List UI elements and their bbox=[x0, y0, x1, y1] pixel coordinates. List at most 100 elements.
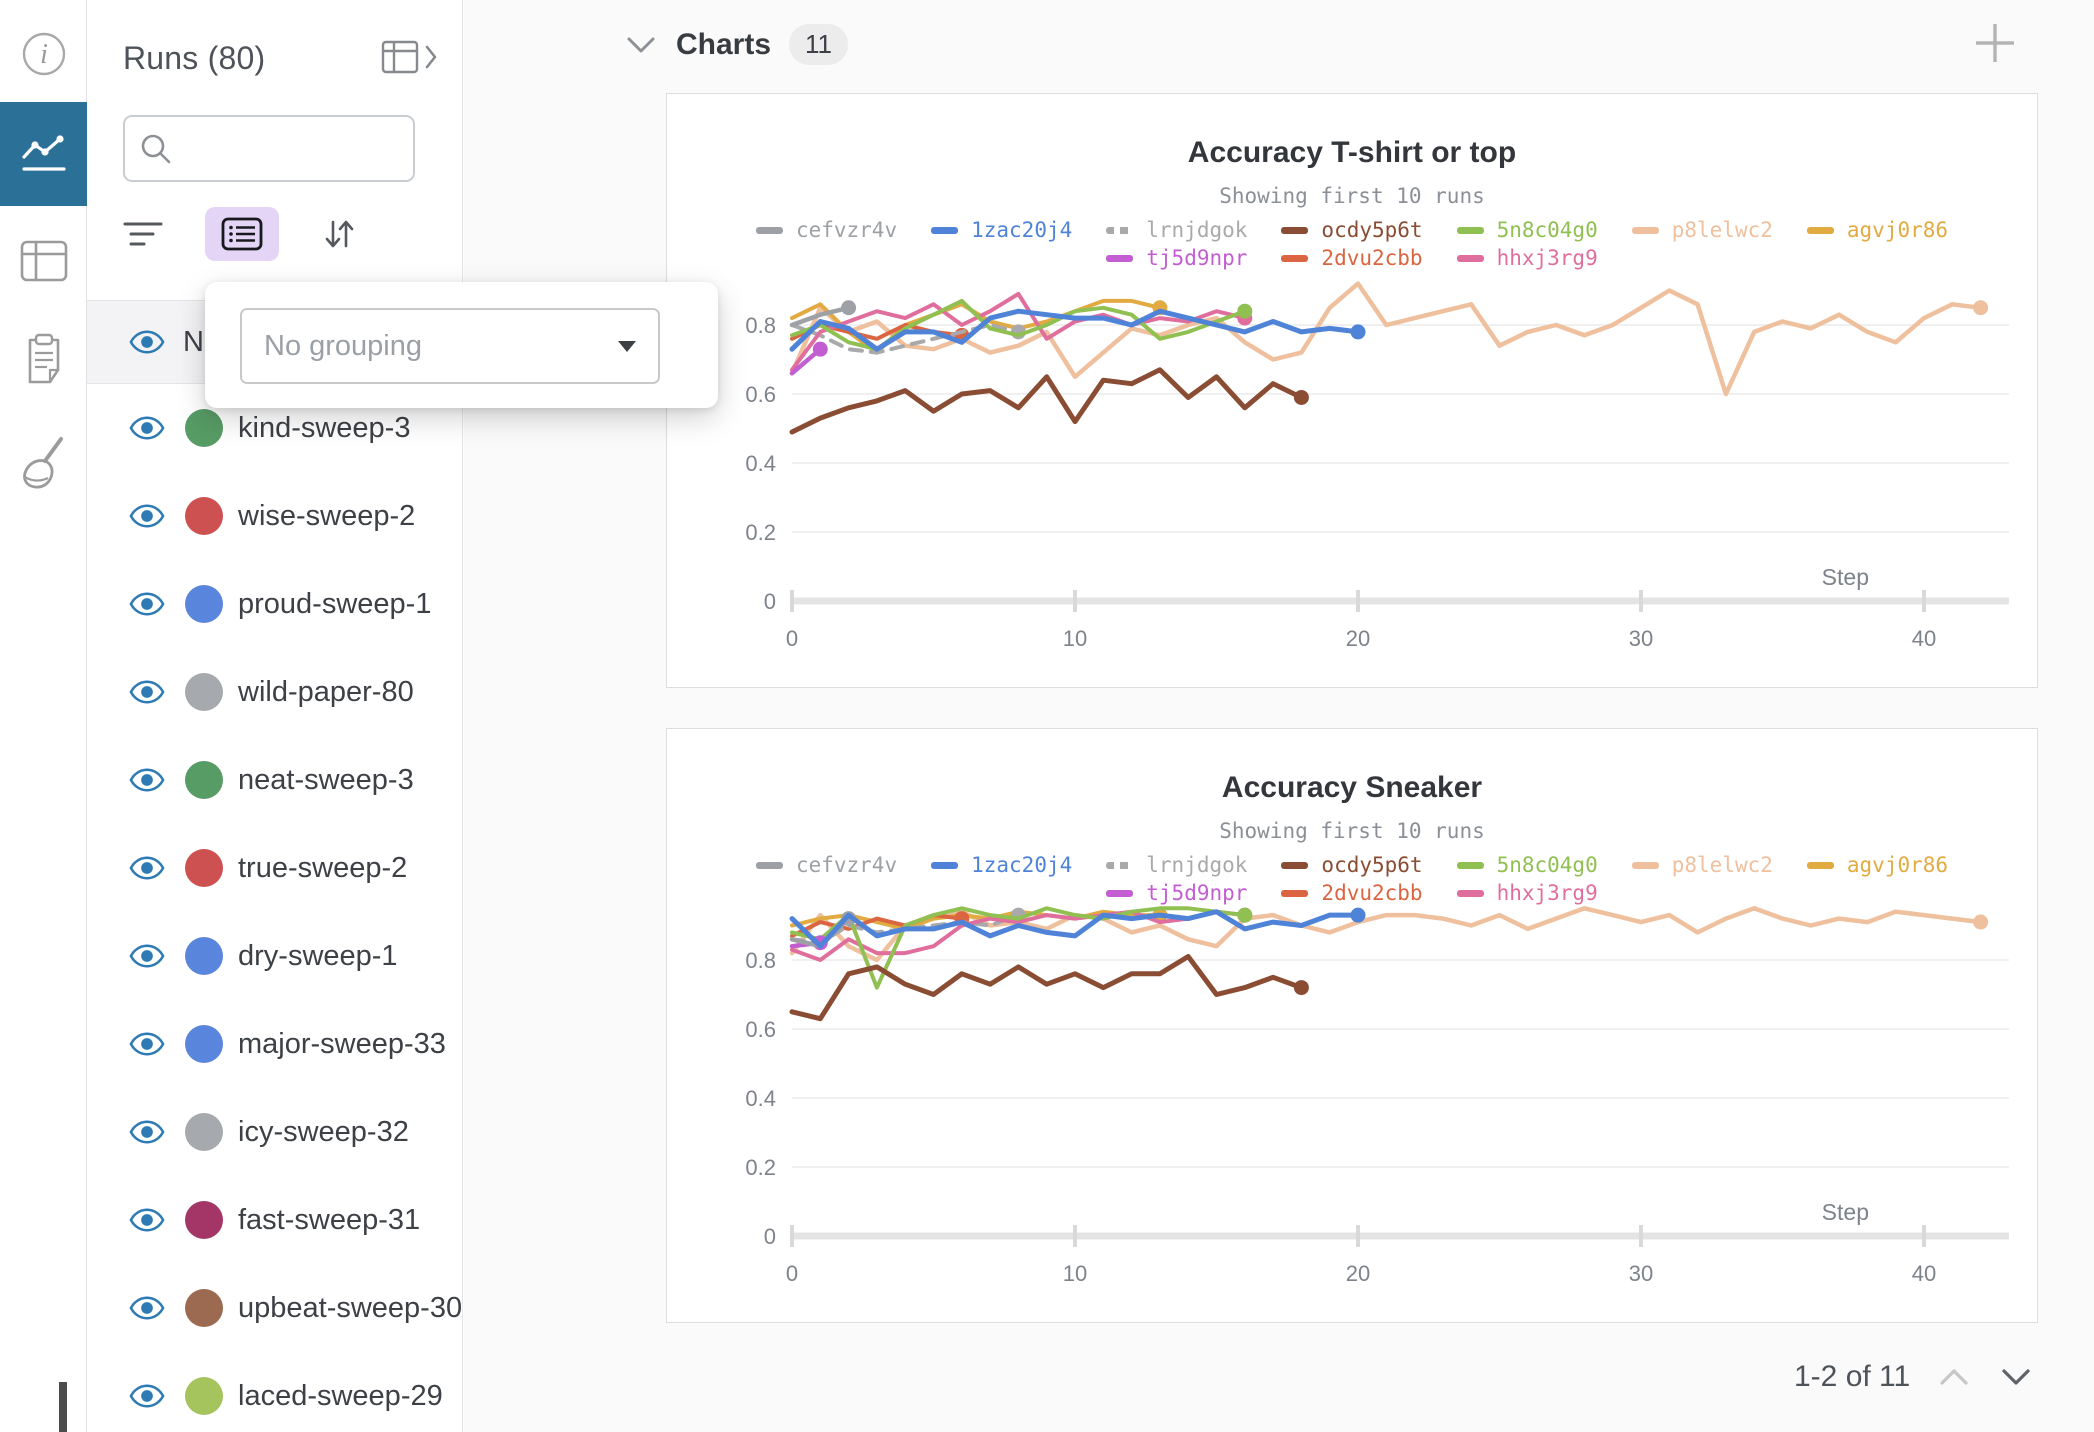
legend-item[interactable]: agvj0r86 bbox=[1806, 853, 1949, 877]
run-row[interactable]: wild-paper-80 bbox=[87, 648, 462, 736]
grouping-dropdown[interactable]: No grouping bbox=[240, 308, 660, 384]
info-icon[interactable]: i bbox=[0, 24, 87, 84]
svg-text:0.8: 0.8 bbox=[745, 948, 776, 973]
svg-text:30: 30 bbox=[1629, 1261, 1653, 1286]
legend-run-id: agvj0r86 bbox=[1846, 853, 1949, 877]
legend-item[interactable]: ocdy5p6t bbox=[1281, 853, 1423, 877]
add-panel-button[interactable] bbox=[1972, 20, 2018, 66]
chart-plot-area[interactable]: 0 0.2 0.4 0.6 0.8 0 10 20 30 40 Step bbox=[727, 269, 2027, 669]
run-row[interactable]: major-sweep-33 bbox=[87, 1000, 462, 1088]
run-name: true-sweep-2 bbox=[238, 851, 408, 884]
left-nav-rail: i bbox=[0, 0, 87, 1432]
legend-run-id: 2dvu2cbb bbox=[1321, 881, 1423, 905]
legend-item[interactable]: cefvzr4v bbox=[755, 853, 897, 877]
legend-item[interactable]: 5n8c04g0 bbox=[1456, 853, 1598, 877]
svg-text:40: 40 bbox=[1912, 626, 1936, 651]
run-color-dot bbox=[185, 937, 223, 975]
legend-empty-cell bbox=[1632, 881, 1773, 905]
sidebar-item-sweeps[interactable] bbox=[0, 428, 87, 498]
visibility-eye-icon[interactable] bbox=[128, 1294, 166, 1322]
svg-text:40: 40 bbox=[1912, 1261, 1936, 1286]
run-list-settings-button[interactable] bbox=[205, 207, 279, 261]
plus-icon bbox=[1976, 24, 2014, 62]
runs-table-icon bbox=[381, 40, 419, 74]
legend-swatch bbox=[1631, 861, 1659, 869]
sort-button[interactable] bbox=[321, 216, 357, 252]
svg-text:0.2: 0.2 bbox=[745, 1155, 776, 1180]
sidebar-item-notes[interactable] bbox=[0, 328, 87, 390]
legend-item[interactable]: ocdy5p6t bbox=[1281, 218, 1423, 242]
legend-run-id: tj5d9npr bbox=[1146, 246, 1248, 270]
legend-item[interactable]: lrnjdgok bbox=[1106, 853, 1247, 877]
run-row[interactable]: kind-sweep-3 bbox=[87, 384, 462, 472]
legend-run-id: 1zac20j4 bbox=[971, 218, 1073, 242]
sidebar-item-charts[interactable] bbox=[0, 102, 87, 206]
run-row[interactable]: neat-sweep-3 bbox=[87, 736, 462, 824]
visibility-eye-icon[interactable] bbox=[128, 766, 166, 794]
legend-item[interactable]: cefvzr4v bbox=[755, 218, 897, 242]
svg-text:0.6: 0.6 bbox=[745, 382, 776, 407]
visibility-eye-icon[interactable] bbox=[128, 590, 166, 618]
collapse-charts-chevron-icon[interactable] bbox=[624, 34, 658, 56]
legend-item[interactable]: 5n8c04g0 bbox=[1456, 218, 1598, 242]
visibility-eye-icon[interactable] bbox=[128, 1030, 166, 1058]
runs-toolbar bbox=[123, 205, 357, 263]
legend-swatch bbox=[1456, 254, 1484, 262]
svg-text:20: 20 bbox=[1346, 1261, 1370, 1286]
open-runs-table-button[interactable] bbox=[381, 40, 439, 74]
svg-text:i: i bbox=[40, 39, 48, 70]
legend-empty-cell bbox=[756, 246, 897, 270]
legend-item[interactable]: p8lelwc2 bbox=[1631, 218, 1773, 242]
run-name: upbeat-sweep-30 bbox=[238, 1291, 463, 1324]
run-row[interactable]: dry-sweep-1 bbox=[87, 912, 462, 1000]
visibility-eye-icon[interactable] bbox=[128, 1206, 166, 1234]
visibility-eye-icon[interactable] bbox=[128, 854, 166, 882]
runs-search-box bbox=[123, 115, 415, 182]
legend-item[interactable]: 1zac20j4 bbox=[931, 218, 1072, 242]
legend-item[interactable]: 2dvu2cbb bbox=[1281, 881, 1423, 905]
runs-list: Name kind-sweep-3wise-sweep-2proud-sweep… bbox=[87, 300, 462, 1432]
legend-item[interactable]: tj5d9npr bbox=[1106, 246, 1247, 270]
legend-item[interactable]: 2dvu2cbb bbox=[1281, 246, 1423, 270]
run-row[interactable]: fast-sweep-31 bbox=[87, 1176, 462, 1264]
legend-item[interactable]: hhxj3rg9 bbox=[1456, 246, 1598, 270]
visibility-eye-icon[interactable] bbox=[128, 678, 166, 706]
visibility-eye-icon[interactable] bbox=[128, 1382, 166, 1410]
visibility-eye-icon[interactable] bbox=[128, 414, 166, 442]
sort-icon bbox=[325, 220, 354, 248]
pagination-prev-chevron-up-icon[interactable] bbox=[1936, 1365, 1972, 1389]
visibility-eye-icon[interactable] bbox=[128, 1118, 166, 1146]
sidebar-item-tables[interactable] bbox=[0, 232, 87, 290]
run-row[interactable]: laced-sweep-29 bbox=[87, 1352, 462, 1432]
legend-item[interactable]: 1zac20j4 bbox=[931, 853, 1072, 877]
toggle-all-visibility-eye-icon[interactable] bbox=[128, 328, 166, 356]
run-row[interactable]: wise-sweep-2 bbox=[87, 472, 462, 560]
legend-item[interactable]: hhxj3rg9 bbox=[1456, 881, 1598, 905]
filter-button[interactable] bbox=[123, 219, 163, 249]
pagination-next-chevron-down-icon[interactable] bbox=[1998, 1365, 2034, 1389]
run-row[interactable]: icy-sweep-32 bbox=[87, 1088, 462, 1176]
legend-item[interactable]: lrnjdgok bbox=[1106, 218, 1247, 242]
legend-swatch bbox=[1631, 226, 1659, 234]
svg-text:30: 30 bbox=[1629, 626, 1653, 651]
rail-scrollbar-thumb[interactable] bbox=[59, 1382, 67, 1432]
pagination-label: 1-2 of 11 bbox=[1794, 1360, 1911, 1393]
visibility-eye-icon[interactable] bbox=[128, 502, 166, 530]
run-row[interactable]: proud-sweep-1 bbox=[87, 560, 462, 648]
svg-text:0: 0 bbox=[764, 589, 776, 614]
chart-title: Accuracy Sneaker bbox=[1221, 771, 1483, 804]
x-axis-label: Step bbox=[1822, 1199, 1869, 1225]
grouping-dropdown-placeholder: No grouping bbox=[264, 329, 422, 362]
legend-item[interactable]: p8lelwc2 bbox=[1631, 853, 1773, 877]
legend-item[interactable]: tj5d9npr bbox=[1106, 881, 1247, 905]
visibility-eye-icon[interactable] bbox=[128, 942, 166, 970]
run-row[interactable]: true-sweep-2 bbox=[87, 824, 462, 912]
legend-item[interactable]: agvj0r86 bbox=[1806, 218, 1948, 242]
search-input[interactable] bbox=[185, 133, 399, 164]
legend-run-id: ocdy5p6t bbox=[1321, 853, 1423, 877]
broom-icon bbox=[22, 437, 63, 489]
run-row[interactable]: upbeat-sweep-30 bbox=[87, 1264, 462, 1352]
clipboard-icon bbox=[28, 333, 59, 384]
chart-plot-area[interactable]: 0 0.2 0.4 0.6 0.8 0 10 20 30 40 Step bbox=[727, 904, 2027, 1304]
run-name: major-sweep-33 bbox=[238, 1027, 446, 1060]
